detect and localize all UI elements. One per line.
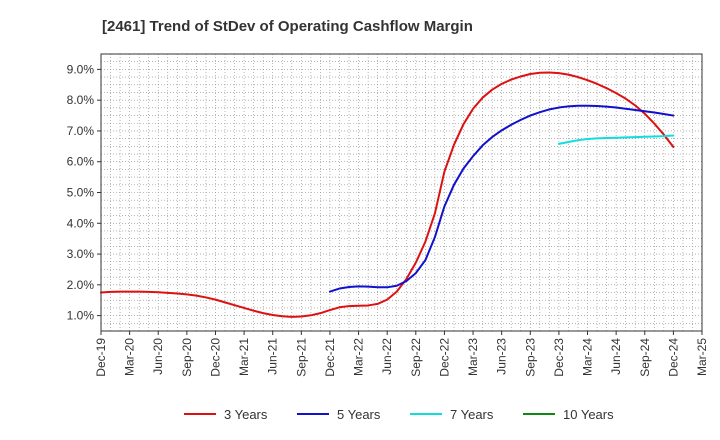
x-tick-label: Mar-21 <box>237 338 251 376</box>
x-tick-label: Dec-20 <box>208 338 222 377</box>
y-tick-label: 8.0% <box>67 93 95 107</box>
legend: 3 Years 5 Years 7 Years 10 Years <box>184 407 614 422</box>
x-tick-label: Jun-21 <box>266 338 280 375</box>
x-tick-label: Mar-24 <box>581 338 595 376</box>
x-tick-label: Sep-22 <box>409 338 423 377</box>
x-tick-label: Mar-20 <box>123 338 137 376</box>
x-tick-label: Jun-23 <box>495 338 509 375</box>
x-tick-label: Mar-22 <box>352 338 366 376</box>
x-tick-label: Jun-20 <box>151 338 165 375</box>
x-tick-label: Sep-21 <box>294 338 308 377</box>
x-axis: Dec-19 Mar-20 Jun-20 Sep-20 Dec-20 Mar-21 Jun-… <box>94 331 709 377</box>
y-tick-label: 9.0% <box>67 62 95 76</box>
x-tick-label: Jun-24 <box>609 338 623 375</box>
x-tick-label: Sep-23 <box>523 338 537 377</box>
y-tick-label: 2.0% <box>67 278 95 292</box>
y-tick-label: 3.0% <box>67 247 95 261</box>
x-tick-label: Sep-20 <box>180 338 194 377</box>
y-tick-label: 5.0% <box>67 186 95 200</box>
x-tick-label: Mar-25 <box>695 338 709 376</box>
y-tick-label: 1.0% <box>67 309 95 323</box>
grid <box>100 53 703 332</box>
series-line-7-years <box>557 134 675 145</box>
series-line-5-years <box>328 104 675 293</box>
y-tick-label: 6.0% <box>67 155 95 169</box>
plot-area-border <box>100 53 703 332</box>
series-line-3-years <box>100 71 675 318</box>
series-lines <box>100 71 675 318</box>
x-tick-label: Dec-23 <box>552 338 566 377</box>
legend-label-10-years: 10 Years <box>563 407 614 422</box>
x-tick-label: Jun-22 <box>380 338 394 375</box>
y-axis: 1.0% 2.0% 3.0% 4.0% 5.0% 6.0% 7.0% 8.0% 9.0% <box>67 62 101 323</box>
legend-label-7-years: 7 Years <box>450 407 494 422</box>
y-tick-label: 4.0% <box>67 216 95 230</box>
legend-label-3-years: 3 Years <box>224 407 268 422</box>
x-tick-label: Mar-23 <box>466 338 480 376</box>
legend-label-5-years: 5 Years <box>337 407 381 422</box>
x-tick-label: Dec-24 <box>666 338 680 377</box>
chart-title: [2461] Trend of StDev of Operating Cashf… <box>102 18 473 35</box>
y-tick-label: 7.0% <box>67 124 95 138</box>
x-tick-label: Dec-22 <box>437 338 451 377</box>
x-tick-label: Dec-19 <box>94 338 108 377</box>
x-tick-label: Dec-21 <box>323 338 337 377</box>
x-tick-label: Sep-24 <box>638 338 652 377</box>
